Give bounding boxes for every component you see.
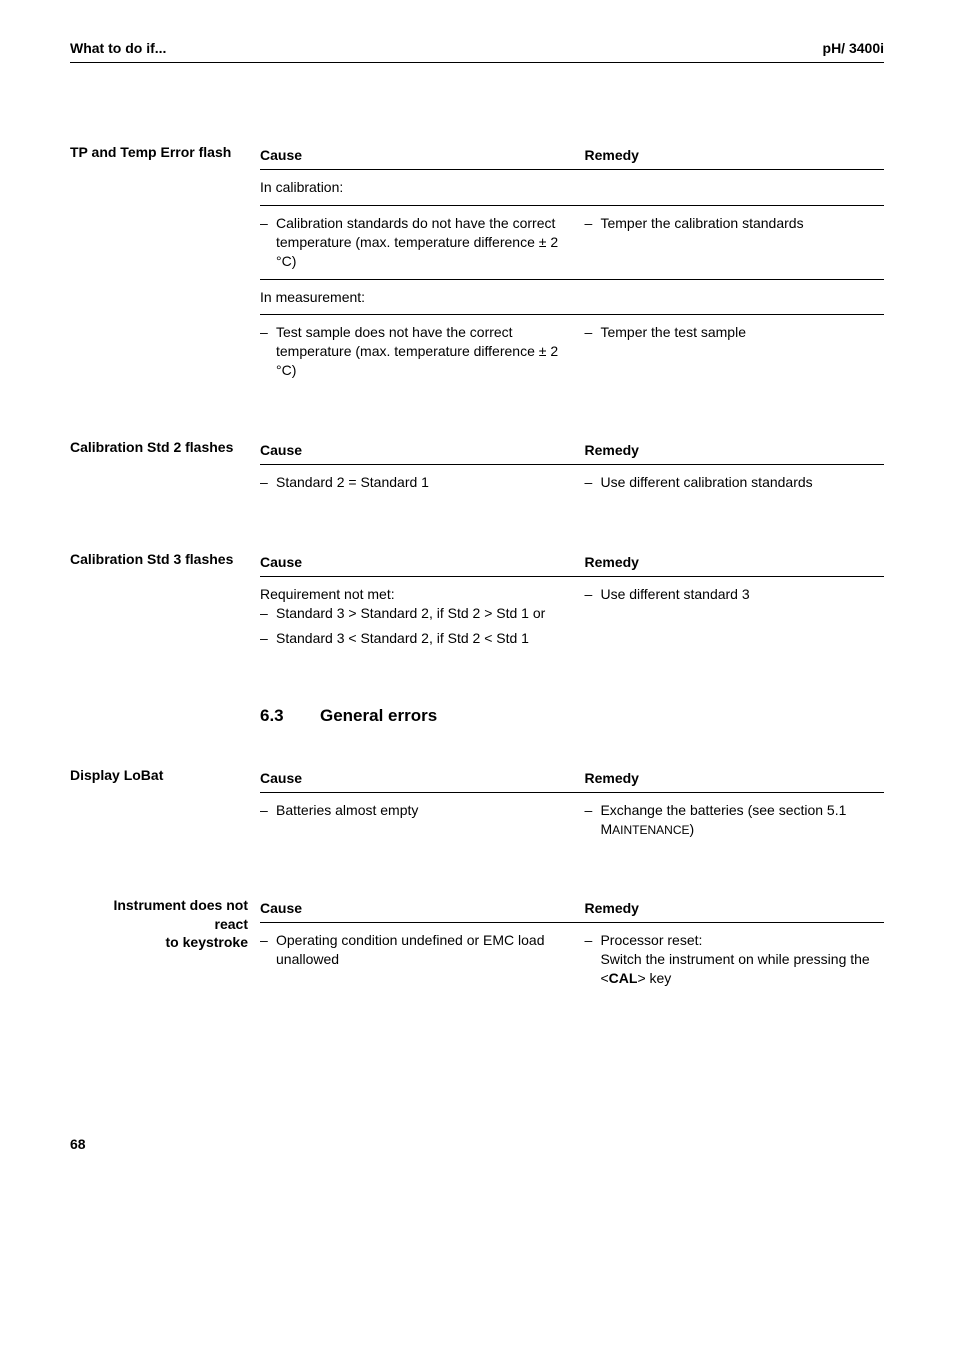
header-right: pH/ 3400i [823,40,884,56]
remedy-cell: –Temper the calibration standards [584,205,884,279]
col-remedy: Remedy [584,896,884,923]
col-cause: Cause [260,438,584,465]
col-cause: Cause [260,550,584,577]
dash-icon: – [260,473,276,492]
col-remedy: Remedy [584,766,884,793]
remedy-cell: –Temper the test sample [584,315,884,388]
cause-remedy-table: Cause Remedy –Batteries almost empty –Ex… [260,766,884,847]
block-label: Display LoBat [70,766,260,847]
remedy-cell [584,279,884,315]
dash-icon: – [260,629,276,648]
dash-icon: – [584,473,600,492]
cause-cell: –Calibration standards do not have the c… [260,205,584,279]
remedy-cell: –Processor reset:Switch the instrument o… [584,923,884,996]
col-remedy: Remedy [584,550,884,577]
section-title: General errors [320,706,437,726]
cause-remedy-table: Cause Remedy –Standard 2 = Standard 1 –U… [260,438,884,500]
cause-remedy-table: Cause Remedy Requirement not met: –Stand… [260,550,884,656]
cause-remedy-table: Cause Remedy –Operating condition undefi… [260,896,884,996]
cause-cell: In measurement: [260,279,584,315]
col-remedy: Remedy [584,438,884,465]
cause-cell: –Batteries almost empty [260,792,584,846]
col-remedy: Remedy [584,143,884,170]
dash-icon: – [584,214,600,233]
cause-cell: –Test sample does not have the correct t… [260,315,584,388]
block-label: TP and Temp Error flash [70,143,260,388]
dash-icon: – [260,214,276,271]
remedy-text: Exchange the batteries (see section 5.1 … [600,801,876,839]
section-number: 6.3 [260,706,320,726]
remedy-cell [584,170,884,206]
col-cause: Cause [260,896,584,923]
dash-icon: – [260,931,276,969]
remedy-cell: –Use different standard 3 [584,577,884,656]
dash-icon: – [584,931,600,988]
col-cause: Cause [260,143,584,170]
block-label: Instrument does not react to keystroke [70,896,260,996]
remedy-cell: –Exchange the batteries (see section 5.1… [584,792,884,846]
dash-icon: – [260,323,276,380]
dash-icon: – [584,585,600,604]
cause-cell: Requirement not met: –Standard 3 > Stand… [260,577,584,656]
col-cause: Cause [260,766,584,793]
header-left: What to do if... [70,40,166,56]
block-label: Calibration Std 3 flashes [70,550,260,656]
dash-icon: – [584,801,600,839]
remedy-text: Processor reset:Switch the instrument on… [600,931,876,988]
block-label: Calibration Std 2 flashes [70,438,260,500]
dash-icon: – [260,604,276,623]
dash-icon: – [584,323,600,342]
cause-remedy-table: Cause Remedy In calibration: –Calibratio… [260,143,884,388]
cause-cell: –Standard 2 = Standard 1 [260,465,584,500]
remedy-cell: –Use different calibration standards [584,465,884,500]
dash-icon: – [260,801,276,820]
page-number: 68 [70,1136,884,1152]
cause-cell: –Operating condition undefined or EMC lo… [260,923,584,996]
cause-cell: In calibration: [260,170,584,206]
